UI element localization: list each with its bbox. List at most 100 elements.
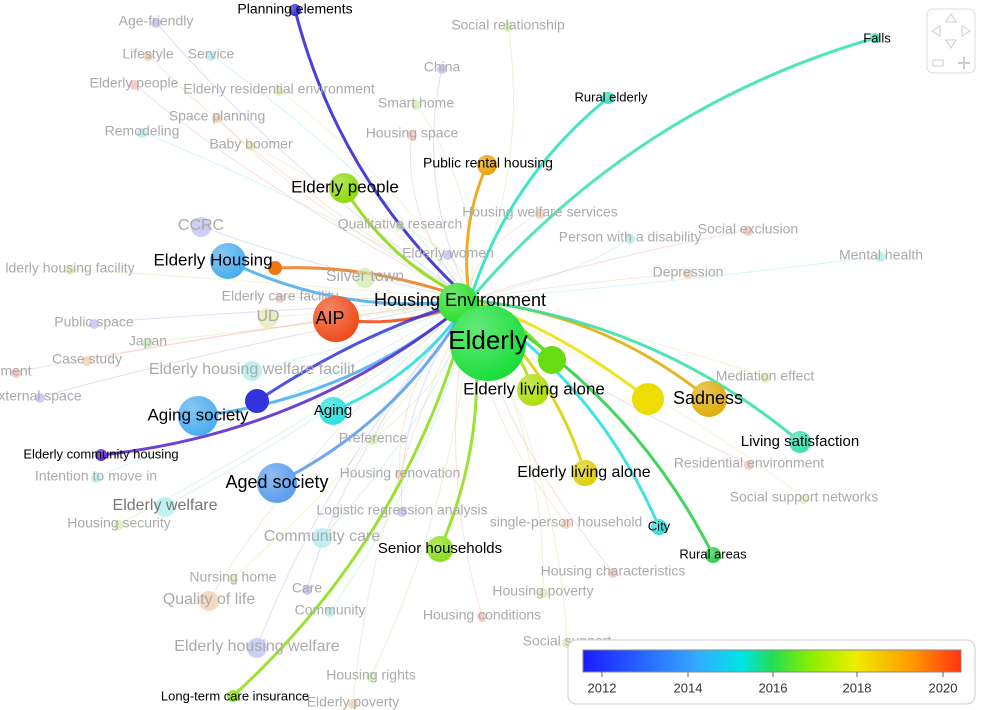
faded-label: Lifestyle — [122, 46, 174, 62]
faded-label: Case study — [52, 351, 122, 367]
tick-label: 2014 — [674, 680, 703, 695]
faded-label: Elderly residential environment — [183, 81, 375, 97]
faded-label: Age-friendly — [119, 13, 194, 29]
faded-label: Housing renovation — [340, 465, 461, 481]
faded-node — [137, 128, 147, 138]
faded-node — [155, 497, 175, 517]
faded-node — [247, 638, 267, 658]
faded-node — [274, 86, 284, 96]
node — [632, 383, 664, 415]
faded-label: Elderly housing welfare — [174, 638, 340, 655]
tick-label: 2020 — [929, 680, 958, 695]
node-label: Elderly living alone — [463, 379, 605, 398]
faded-label: Social exclusion — [698, 221, 798, 237]
faint-edge — [15, 299, 471, 373]
faded-label: Housing welfare services — [462, 204, 618, 220]
faded-node — [82, 356, 92, 366]
tick-label: 2012 — [588, 680, 617, 695]
highlighted-layer: Planning elements Falls Rural elderly Publi… — [23, 1, 891, 704]
faded-label: Elderly housing welfare facilit — [149, 361, 356, 378]
year-legend: 2012 2014 2016 2018 2020 — [567, 639, 976, 705]
node-label: Public rental housing — [423, 155, 553, 171]
tick-label: 2016 — [759, 680, 788, 695]
faded-label: CCRC — [178, 217, 224, 234]
faded-label: Qualitative research — [338, 216, 463, 232]
faded-node — [366, 672, 376, 682]
faint-edge — [469, 272, 689, 301]
nav-control[interactable] — [926, 8, 976, 74]
node-label: Long-term care insurance — [161, 688, 309, 703]
faded-node — [275, 293, 285, 303]
faint-edge — [469, 229, 749, 301]
faded-node — [395, 221, 405, 231]
node-label: Rural areas — [679, 546, 747, 561]
faded-node — [443, 250, 453, 260]
faded-node — [799, 494, 809, 504]
faded-label: Depression — [653, 264, 724, 280]
faded-label: Housing rights — [326, 667, 416, 683]
node — [268, 261, 282, 275]
link — [465, 164, 489, 301]
node-shine — [313, 296, 359, 342]
faded-node — [212, 113, 222, 123]
faded-node — [561, 519, 571, 529]
node-shine — [517, 374, 549, 406]
faint-edge — [39, 299, 471, 398]
node-label: Sadness — [673, 388, 743, 408]
faded-label: Elderly people — [90, 75, 179, 91]
node-label: Living satisfaction — [741, 433, 859, 450]
node-shine — [789, 431, 811, 453]
link — [469, 298, 801, 444]
faded-label: Social relationship — [451, 17, 565, 33]
faded-label: Housing security — [67, 515, 171, 531]
faded-label: Silver town — [326, 268, 404, 285]
faded-label: Community — [295, 602, 366, 618]
faded-node — [114, 520, 124, 530]
faded-label: Housing space — [366, 125, 459, 141]
node-label: Aging — [314, 402, 352, 419]
faded-node — [437, 64, 447, 74]
faint-edge — [155, 21, 471, 301]
node-label: Planning elements — [237, 1, 352, 17]
faded-node — [89, 319, 99, 329]
node-shine — [289, 4, 301, 16]
faint-edge — [409, 133, 471, 301]
faded-label: Elderly welfare — [113, 497, 218, 514]
faded-node — [91, 473, 101, 483]
faded-label: Elderly poverty — [307, 694, 400, 710]
faded-node — [625, 234, 635, 244]
faded-label: Quality of life — [163, 591, 256, 608]
faded-node — [246, 141, 256, 151]
faded-label: Care — [292, 580, 323, 596]
link — [276, 299, 472, 485]
faded-node — [538, 588, 548, 598]
link — [468, 96, 609, 301]
faint-edge — [95, 299, 471, 478]
node-label: Elderly people — [291, 177, 399, 196]
faded-label: Elderly women — [402, 245, 494, 261]
faded-label: single-person household — [490, 514, 643, 530]
faded-label: Mental health — [839, 247, 923, 263]
tick-label: 2018 — [843, 680, 872, 695]
faded-label: Housing poverty — [492, 583, 593, 599]
node-label: Elderly — [448, 325, 527, 355]
link — [231, 299, 472, 698]
faded-node — [206, 51, 216, 61]
faded-label: xternal space — [0, 388, 82, 404]
faded-label: Social support networks — [730, 489, 879, 505]
node-shine — [477, 155, 497, 175]
faded-label: Mediation effect — [716, 368, 815, 384]
node-shine — [178, 396, 218, 436]
node-label: City — [648, 518, 671, 533]
node-shine — [210, 243, 246, 279]
faint-edge — [133, 83, 471, 301]
edges — [15, 9, 882, 704]
link — [468, 36, 876, 301]
faint-edge — [469, 237, 631, 301]
faded-label: Nursing home — [189, 569, 276, 585]
faded-node — [744, 460, 754, 470]
node-label: Senior households — [378, 540, 502, 557]
faded-label: Preference — [339, 430, 408, 446]
node-shine — [572, 460, 598, 486]
faint-edge — [86, 299, 471, 361]
